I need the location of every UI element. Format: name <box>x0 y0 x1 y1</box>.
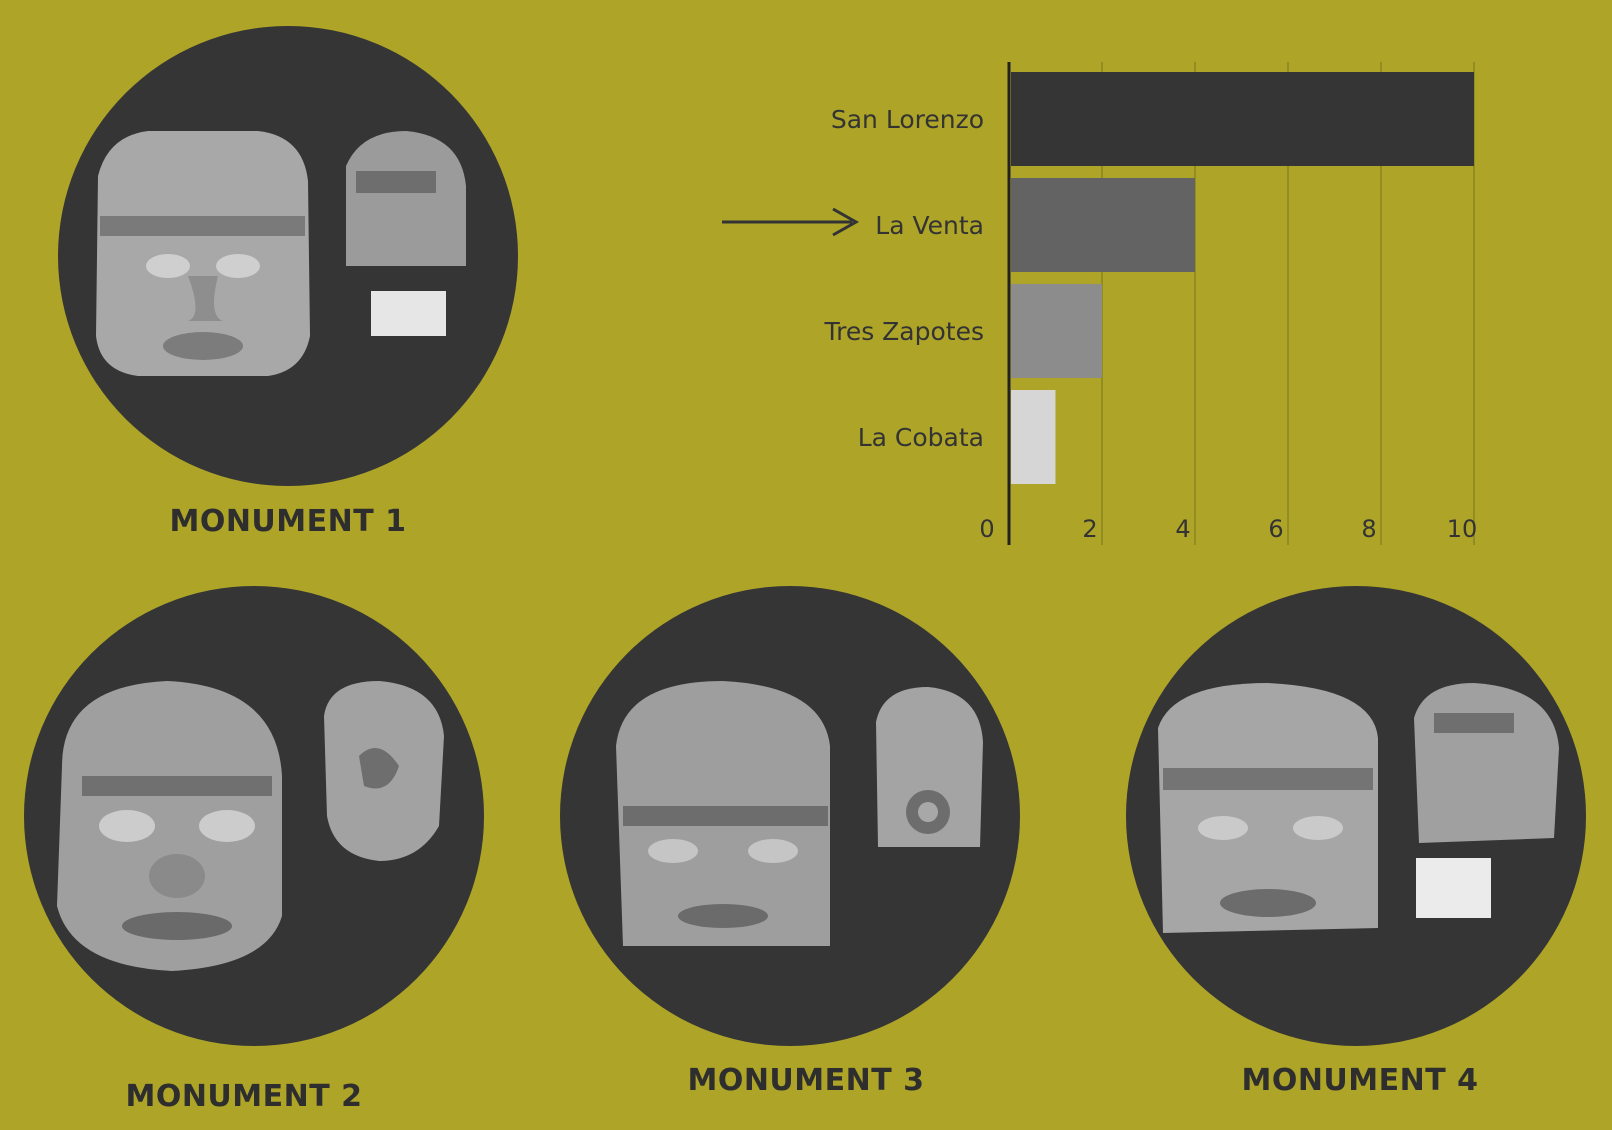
x-tick-2: 2 <box>1082 515 1097 543</box>
chart-bars <box>1011 72 1474 484</box>
monument-1-circle <box>58 26 518 486</box>
monument-3-label: MONUMENT 3 <box>687 1063 925 1098</box>
monument-2-side-head-image <box>324 681 444 861</box>
monument-1-front-head-image <box>96 131 310 376</box>
monument-2-circle <box>24 586 484 1046</box>
monument-4-side-head-image <box>1414 683 1559 918</box>
monument-4-front-head-image <box>1158 683 1378 933</box>
chart-x-ticks: 0 2 4 6 8 10 <box>979 515 1477 543</box>
monument-4-circle <box>1126 586 1586 1046</box>
x-tick-4: 4 <box>1175 515 1190 543</box>
monument-3-front-head-image <box>616 681 830 946</box>
bar-la-venta <box>1011 178 1195 272</box>
bar-san-lorenzo <box>1011 72 1474 166</box>
monument-4-label: MONUMENT 4 <box>1241 1063 1479 1098</box>
x-tick-0: 0 <box>979 515 994 543</box>
category-label-la-venta: La Venta <box>875 211 984 240</box>
monument-1-label: MONUMENT 1 <box>169 504 407 539</box>
monument-2-front-head-image <box>57 681 282 971</box>
x-tick-10: 10 <box>1447 515 1478 543</box>
highlight-arrow <box>722 207 860 237</box>
monument-3-side-head-image <box>876 687 983 847</box>
monument-3-circle <box>560 586 1020 1046</box>
bar-tres-zapotes <box>1011 284 1102 378</box>
x-tick-8: 8 <box>1361 515 1376 543</box>
x-tick-6: 6 <box>1268 515 1283 543</box>
category-label-tres-zapotes: Tres Zapotes <box>824 317 985 346</box>
chart-category-labels: San Lorenzo La Venta Tres Zapotes La Cobata <box>824 105 985 452</box>
monument-2-label: MONUMENT 2 <box>125 1079 363 1114</box>
monument-1-side-head-image <box>346 131 466 336</box>
category-label-san-lorenzo: San Lorenzo <box>831 105 984 134</box>
category-label-la-cobata: La Cobata <box>858 423 984 452</box>
bar-la-cobata <box>1011 390 1056 484</box>
